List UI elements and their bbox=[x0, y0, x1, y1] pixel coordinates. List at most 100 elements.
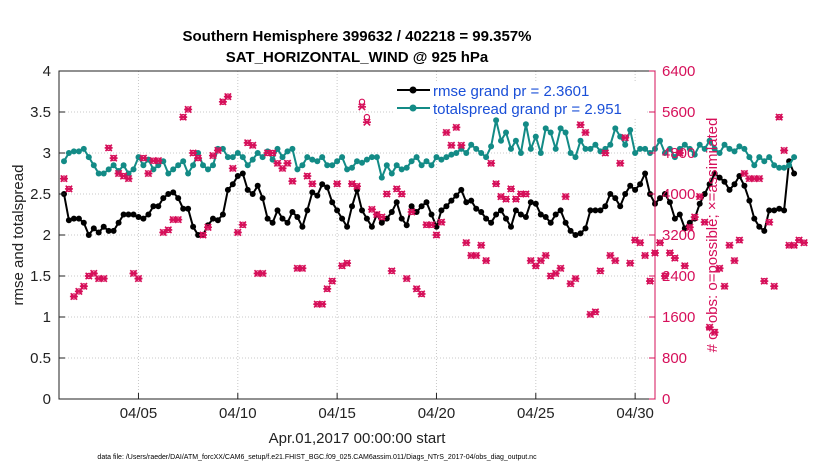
legend: rmse grand pr = 2.3601 totalspread grand… bbox=[393, 81, 645, 118]
legend-rmse-marker bbox=[409, 86, 417, 94]
obs-assimilated-point bbox=[333, 179, 342, 188]
totalspread-point bbox=[657, 137, 663, 144]
rmse-point bbox=[627, 182, 634, 189]
totalspread-point bbox=[681, 141, 688, 148]
totalspread-point bbox=[443, 154, 450, 161]
totalspread-point bbox=[403, 164, 410, 171]
x-tick-label: 04/25 bbox=[517, 405, 555, 422]
totalspread-point bbox=[791, 154, 798, 161]
y-left-tick-label: 4 bbox=[43, 63, 51, 80]
obs-assimilated-point bbox=[99, 274, 108, 283]
rmse-point bbox=[761, 227, 768, 234]
obs-assimilated-point bbox=[382, 190, 391, 198]
rmse-point bbox=[592, 207, 599, 214]
rmse-point bbox=[537, 211, 544, 218]
obs-assimilated-point bbox=[641, 251, 650, 260]
rmse-point bbox=[90, 225, 97, 232]
rmse-point bbox=[259, 195, 266, 202]
obs-assimilated-point bbox=[238, 220, 247, 229]
obs-assimilated-point bbox=[258, 269, 267, 278]
axes-layer: 0 0.5 1 1.5 2 2.5 3 3.5 4 0 800 1600 2400 3200 4000 480… bbox=[30, 63, 695, 422]
totalspread-point bbox=[279, 154, 286, 161]
rmse-point bbox=[716, 174, 723, 181]
rmse-point bbox=[527, 199, 534, 206]
totalspread-point bbox=[120, 162, 127, 169]
rmse-point bbox=[239, 170, 246, 177]
totalspread-point bbox=[160, 158, 167, 165]
totalspread-point bbox=[344, 166, 351, 173]
obs-assimilated-point bbox=[685, 223, 694, 232]
obs-assimilated-point bbox=[502, 195, 510, 203]
obs-assimilated-point bbox=[621, 133, 630, 142]
totalspread-point bbox=[349, 164, 355, 171]
totalspread-point bbox=[716, 150, 723, 156]
rmse-point bbox=[706, 181, 713, 188]
obs-assimilated-point bbox=[179, 113, 188, 121]
rmse-point bbox=[557, 207, 564, 214]
rmse-point bbox=[582, 225, 589, 232]
totalspread-point bbox=[741, 145, 748, 152]
rmse-point bbox=[413, 209, 420, 215]
obs-assimilated-point bbox=[64, 185, 73, 193]
rmse-point bbox=[448, 197, 455, 204]
rmse-point bbox=[135, 214, 142, 220]
obs-assimilated-point bbox=[432, 231, 441, 239]
rmse-point bbox=[244, 186, 251, 193]
totalspread-point bbox=[185, 170, 192, 177]
rmse-point bbox=[696, 200, 703, 207]
rmse-point bbox=[180, 205, 187, 212]
rmse-point bbox=[329, 199, 336, 206]
totalspread-point bbox=[666, 145, 673, 152]
obs-assimilated-point bbox=[144, 169, 153, 178]
obs-assimilated-point bbox=[174, 215, 183, 224]
obs-assimilated-point bbox=[213, 146, 222, 155]
y-left-tick-label: 3.5 bbox=[30, 104, 51, 121]
totalspread-point bbox=[761, 158, 768, 165]
obs-assimilated-point bbox=[204, 223, 212, 232]
rmse-point bbox=[721, 178, 728, 185]
y-left-tick-label: 3 bbox=[43, 145, 51, 162]
totalspread-point bbox=[582, 145, 589, 152]
rmse-point bbox=[299, 223, 306, 230]
rmse-point bbox=[85, 232, 92, 238]
rmse-point bbox=[334, 207, 341, 214]
totalspread-point bbox=[552, 145, 559, 152]
obs-assimilated-point bbox=[680, 261, 689, 270]
totalspread-point bbox=[423, 158, 430, 165]
totalspread-point bbox=[130, 166, 137, 173]
obs-assimilated-point bbox=[755, 174, 764, 183]
obs-assimilated-point bbox=[611, 256, 620, 265]
obs-assimilated-point bbox=[715, 264, 724, 273]
totalspread-point bbox=[498, 137, 504, 144]
rmse-point bbox=[488, 219, 495, 226]
rmse-point bbox=[234, 173, 241, 179]
rmse-point bbox=[170, 189, 177, 196]
totalspread-point bbox=[508, 145, 514, 152]
rmse-point bbox=[324, 184, 331, 191]
totalspread-point bbox=[532, 133, 539, 140]
totalspread-point bbox=[448, 151, 455, 158]
rmse-point bbox=[105, 227, 112, 234]
obs-assimilated-point bbox=[646, 277, 655, 285]
rmse-point bbox=[130, 211, 137, 218]
x-tick-label: 04/15 bbox=[318, 405, 356, 422]
obs-assimilated-point bbox=[472, 251, 481, 260]
totalspread-point bbox=[438, 156, 445, 163]
y-right-tick-label: 6400 bbox=[662, 63, 695, 80]
rmse-point bbox=[210, 215, 216, 222]
totalspread-point bbox=[706, 137, 713, 144]
totalspread-point bbox=[210, 162, 216, 169]
series-layer bbox=[59, 92, 808, 337]
totalspread-point bbox=[105, 166, 112, 173]
obs-assimilated-point bbox=[283, 159, 292, 168]
obs-assimilated-point bbox=[362, 118, 371, 127]
rmse-point bbox=[269, 219, 276, 226]
rmse-point bbox=[637, 181, 644, 188]
rmse-point bbox=[508, 223, 514, 230]
y-left-tick-label: 0 bbox=[43, 391, 51, 408]
totalspread-point bbox=[632, 150, 639, 156]
rmse-point bbox=[195, 232, 202, 238]
rmse-point bbox=[349, 203, 355, 210]
rmse-point bbox=[110, 227, 117, 234]
y-axis-label-left: rmse and totalspread bbox=[10, 165, 27, 306]
